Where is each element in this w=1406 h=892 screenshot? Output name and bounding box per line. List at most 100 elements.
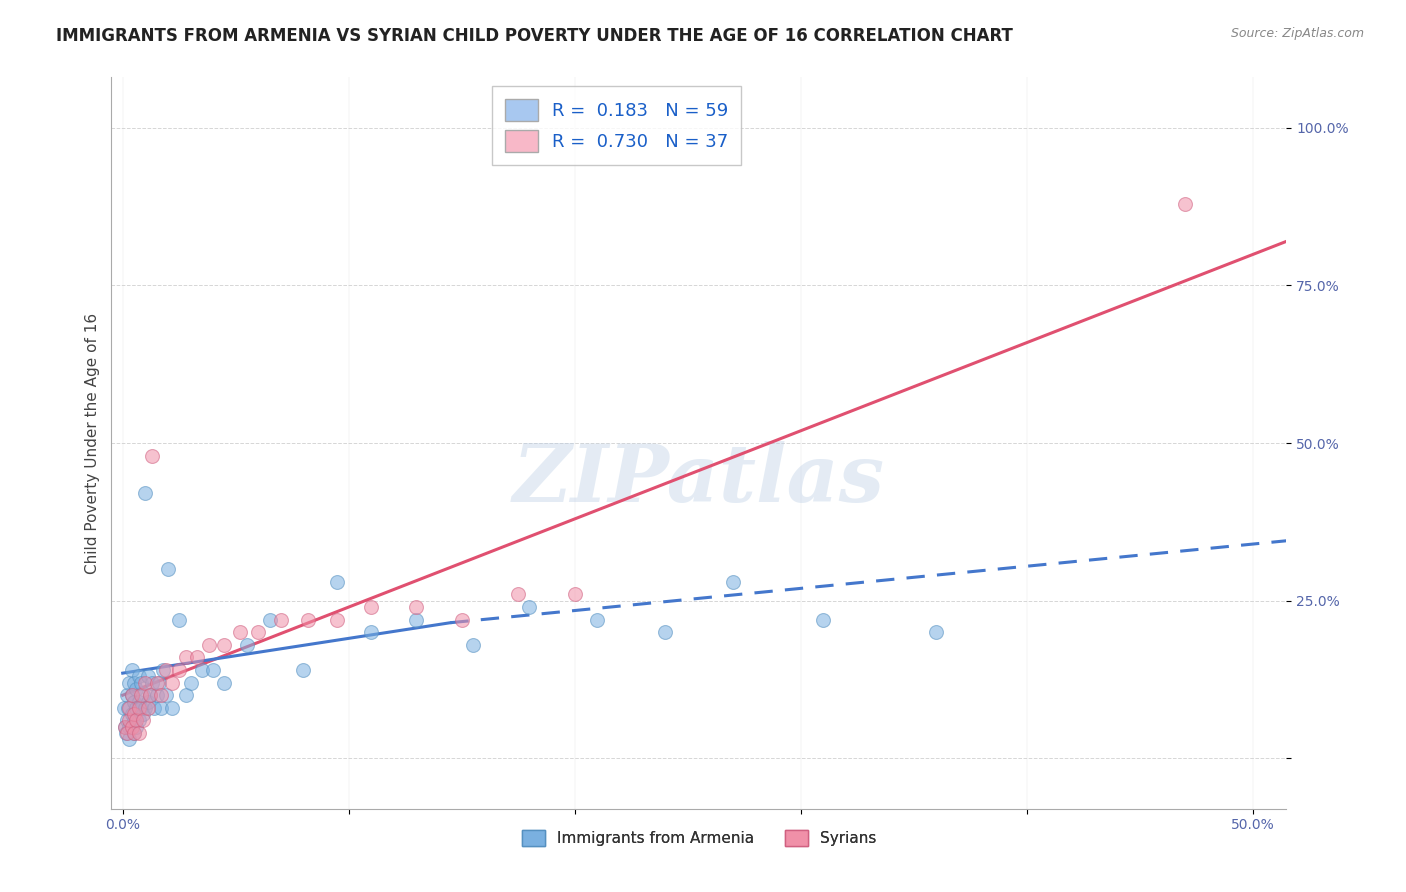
Point	[148, 675, 170, 690]
Point	[360, 625, 382, 640]
Point	[118, 701, 141, 715]
Point	[141, 675, 163, 690]
Point	[155, 688, 177, 702]
Point	[156, 562, 179, 576]
Point	[128, 694, 150, 708]
Point	[564, 587, 586, 601]
Point	[128, 726, 150, 740]
Point	[586, 613, 609, 627]
Point	[121, 688, 143, 702]
Point	[150, 701, 173, 715]
Point	[136, 694, 159, 708]
Point	[191, 663, 214, 677]
Point	[326, 613, 349, 627]
Point	[121, 720, 143, 734]
Point	[202, 663, 225, 677]
Point	[115, 726, 138, 740]
Point	[450, 613, 472, 627]
Point	[134, 701, 156, 715]
Y-axis label: Child Poverty Under the Age of 16: Child Poverty Under the Age of 16	[86, 312, 100, 574]
Text: IMMIGRANTS FROM ARMENIA VS SYRIAN CHILD POVERTY UNDER THE AGE OF 16 CORRELATION : IMMIGRANTS FROM ARMENIA VS SYRIAN CHILD …	[56, 27, 1014, 45]
Point	[122, 707, 145, 722]
Point	[247, 625, 270, 640]
Point	[125, 720, 148, 734]
Point	[405, 599, 427, 614]
Point	[118, 720, 141, 734]
Point	[115, 726, 138, 740]
Point	[259, 613, 281, 627]
Point	[508, 587, 530, 601]
Point	[167, 663, 190, 677]
Point	[121, 663, 143, 677]
Point	[118, 675, 141, 690]
Point	[118, 714, 141, 728]
Text: ZIPatlas: ZIPatlas	[513, 441, 884, 518]
Point	[326, 574, 349, 589]
Point	[236, 638, 259, 652]
Point	[519, 599, 541, 614]
Point	[461, 638, 484, 652]
Point	[122, 726, 145, 740]
Point	[162, 675, 184, 690]
Point	[145, 688, 167, 702]
Point	[197, 638, 219, 652]
Point	[152, 663, 174, 677]
Point	[132, 688, 155, 702]
Point	[121, 688, 143, 702]
Point	[129, 688, 152, 702]
Point	[139, 688, 162, 702]
Point	[134, 675, 156, 690]
Point	[112, 701, 135, 715]
Point	[129, 701, 152, 715]
Point	[155, 663, 177, 677]
Point	[141, 449, 163, 463]
Point	[162, 701, 184, 715]
Point	[115, 688, 138, 702]
Point	[122, 726, 145, 740]
Point	[145, 675, 167, 690]
Point	[654, 625, 676, 640]
Point	[125, 681, 148, 696]
Point	[136, 669, 159, 683]
Point	[270, 613, 292, 627]
Point	[139, 688, 162, 702]
Point	[118, 732, 141, 747]
Point	[117, 701, 139, 715]
Point	[143, 701, 166, 715]
Point	[136, 701, 159, 715]
Point	[167, 613, 190, 627]
Point	[132, 707, 155, 722]
Point	[925, 625, 948, 640]
Point	[129, 675, 152, 690]
Point	[121, 707, 143, 722]
Point	[122, 694, 145, 708]
Point	[721, 574, 744, 589]
Point	[174, 688, 197, 702]
Point	[114, 720, 136, 734]
Point	[179, 675, 201, 690]
Point	[297, 613, 319, 627]
Point	[115, 714, 138, 728]
Point	[405, 613, 427, 627]
Point	[229, 625, 252, 640]
Point	[125, 714, 148, 728]
Point	[813, 613, 835, 627]
Point	[132, 714, 155, 728]
Text: Source: ZipAtlas.com: Source: ZipAtlas.com	[1230, 27, 1364, 40]
Point	[122, 675, 145, 690]
Legend: Immigrants from Armenia, Syrians: Immigrants from Armenia, Syrians	[516, 824, 882, 852]
Point	[134, 486, 156, 500]
Point	[186, 650, 208, 665]
Point	[128, 669, 150, 683]
Point	[214, 638, 236, 652]
Point	[128, 701, 150, 715]
Point	[122, 714, 145, 728]
Point	[114, 720, 136, 734]
Point	[214, 675, 236, 690]
Point	[1174, 196, 1197, 211]
Point	[150, 688, 173, 702]
Point	[125, 701, 148, 715]
Point	[128, 714, 150, 728]
Point	[174, 650, 197, 665]
Point	[292, 663, 315, 677]
